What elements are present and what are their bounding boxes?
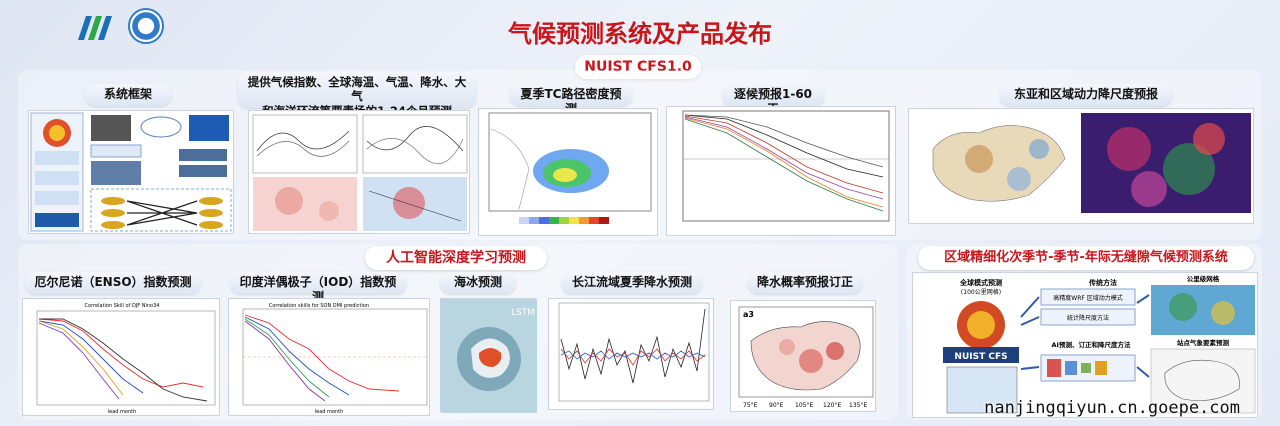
seamless-panel: 全球模式预测 (100公里网格) NUIST CFS 传统方法 高精度WRF 区… — [912, 272, 1258, 418]
downscale-label: 东亚和区域动力降尺度预报 — [1000, 84, 1172, 106]
tc-label: 夏季TC路径密度预测 — [510, 84, 632, 116]
pentad-label: 逐候预报1-60天 — [722, 84, 824, 116]
global-model-label: 全球模式预测 — [959, 278, 1002, 287]
method2-label: 统计降尺度方法 — [1067, 314, 1109, 322]
indices-panel — [248, 110, 470, 234]
indices-label-line1: 提供气候指数、全球海温、气温、降水、大气 — [247, 75, 467, 104]
precip-map: a3 75°E 90°E 105°E 120°E 135°E — [730, 300, 876, 412]
method1-label: 高精度WRF 区域动力模式 — [1053, 294, 1122, 302]
indices-label: 提供气候指数、全球海温、气温、降水、大气 和海洋环流等要素场的1-24个月预测 — [238, 72, 476, 118]
precip-label: 降水概率预报订正 — [748, 272, 862, 294]
ai-method-label: AI预测、订正和降尺度方法 — [1052, 340, 1131, 349]
station-label: 站点气象要素预测 — [1177, 338, 1230, 347]
watermark: nanjingqiyun.cn.goepe.com — [984, 398, 1240, 418]
enso-chart-title: Correlation Skill of DJF Nino34 — [85, 303, 160, 309]
tc-density-panel — [478, 108, 658, 236]
iod-chart-title: Correlation skills for SON DMI predictio… — [269, 303, 369, 309]
yangtze-label: 长江流域夏季降水预测 — [562, 272, 702, 294]
pentad-panel — [666, 106, 896, 236]
traditional-label: 传统方法 — [1088, 278, 1117, 287]
framework-label: 系统框架 — [85, 84, 171, 106]
seaice-label: 海冰预测 — [440, 272, 516, 294]
framework-panel — [28, 110, 234, 234]
cfs-label: NUIST CFS — [954, 352, 1007, 362]
km-grid-label: 公里级网格 — [1187, 274, 1220, 283]
nuist-logo — [78, 12, 116, 42]
enso-xlabel: lead month — [108, 409, 137, 415]
seaice-tag: LSTM — [511, 308, 535, 318]
global-res-label: (100公里网格) — [961, 288, 1001, 296]
enso-chart: Correlation Skill of DJF Nino34 lead mon… — [22, 298, 220, 416]
system-name-pill: NUIST CFS1.0 — [575, 55, 701, 79]
precip-lon-tick-2: 105°E — [795, 402, 813, 409]
seaice-panel: LSTM — [440, 298, 537, 413]
page-title: 气候预测系统及产品发布 — [508, 20, 772, 48]
iod-xlabel: lead month — [315, 409, 344, 415]
precip-lon-tick-0: 75°E — [743, 402, 758, 409]
precip-lon-tick-3: 120°E — [823, 402, 841, 409]
yangtze-chart — [548, 298, 714, 410]
precip-panel-tag: a3 — [743, 310, 754, 319]
precip-lon-tick-1: 90°E — [769, 402, 784, 409]
seamless-title: 区域精细化次季节-季节-年际无缝隙气候预测系统 — [918, 246, 1254, 270]
downscale-panel — [908, 108, 1254, 224]
iod-label: 印度洋偶极子（IOD）指数预测 — [230, 272, 406, 304]
cma-logo — [128, 8, 164, 44]
precip-lon-tick-4: 135°E — [849, 402, 867, 409]
enso-label: 厄尔尼诺（ENSO）指数预测 — [25, 272, 201, 294]
ai-section-title: 人工智能深度学习预测 — [365, 246, 547, 270]
iod-chart: Correlation skills for SON DMI predictio… — [228, 298, 430, 416]
